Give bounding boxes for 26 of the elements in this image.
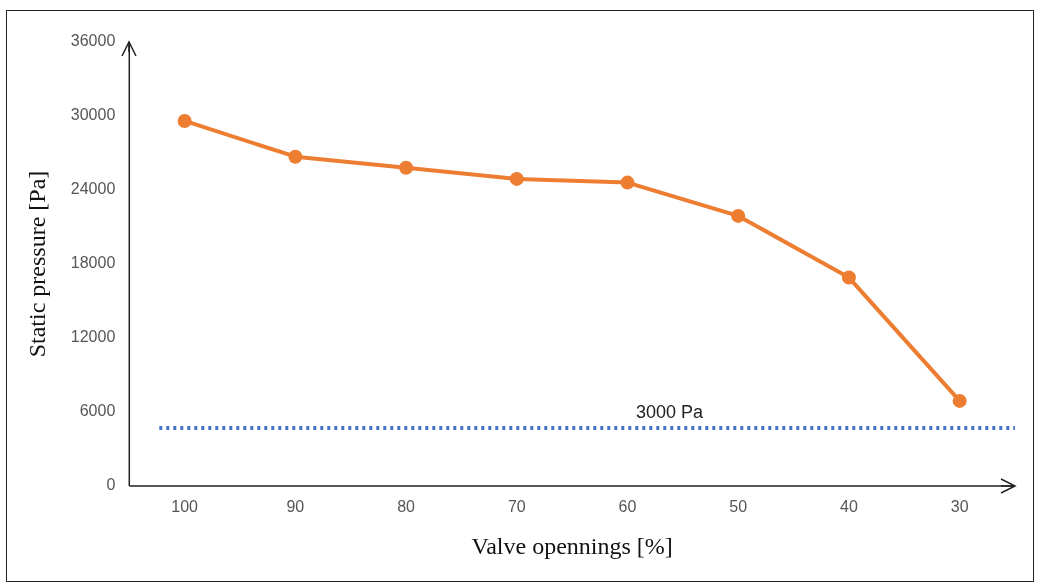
y-tick-label: 36000 bbox=[70, 32, 116, 50]
y-tick-label: 6000 bbox=[79, 402, 116, 420]
ref-line-label: 3000 Pa bbox=[636, 402, 705, 422]
y-tick-label: 24000 bbox=[70, 180, 116, 198]
point bbox=[731, 208, 746, 223]
point bbox=[177, 113, 192, 128]
y-tick-label: 18000 bbox=[70, 254, 116, 272]
x-tick-label: 50 bbox=[729, 498, 748, 516]
y-tick-label: 0 bbox=[106, 476, 116, 494]
point bbox=[952, 393, 967, 408]
x-tick-label: 40 bbox=[840, 498, 858, 516]
x-tick-label: 70 bbox=[507, 498, 526, 516]
y-tick-label: 30000 bbox=[70, 106, 116, 124]
point bbox=[399, 160, 414, 175]
point bbox=[288, 149, 303, 164]
point bbox=[841, 270, 856, 285]
x-tick-label: 90 bbox=[286, 498, 305, 516]
point bbox=[620, 175, 635, 190]
y-tick-label: 12000 bbox=[70, 328, 116, 346]
x-tick-label: 30 bbox=[950, 498, 969, 516]
x-tick-label: 100 bbox=[171, 498, 199, 516]
x-axis-title: Valve opennings [%] bbox=[471, 532, 673, 559]
point bbox=[509, 171, 524, 186]
x-tick-label: 80 bbox=[397, 498, 416, 516]
x-tick-label: 60 bbox=[618, 498, 637, 516]
y-axis-title: Static pressure [Pa] bbox=[23, 170, 50, 358]
